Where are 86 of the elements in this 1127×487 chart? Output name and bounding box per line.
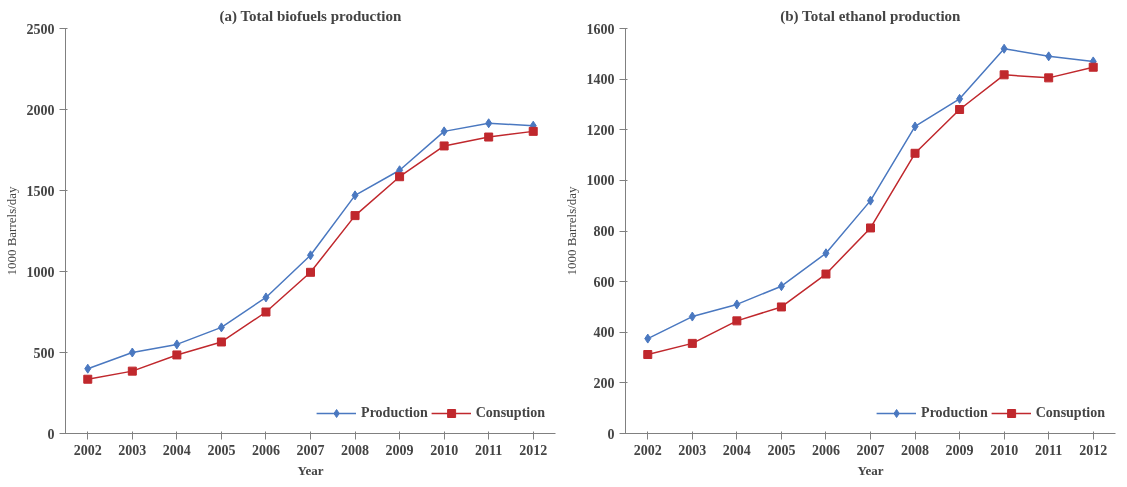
- point: [1045, 51, 1053, 62]
- point: [777, 281, 785, 292]
- point: [866, 223, 875, 233]
- x-tick-label: 2009: [385, 442, 414, 458]
- x-tick-label: 2003: [678, 442, 707, 458]
- point: [262, 292, 270, 303]
- point: [439, 141, 449, 151]
- chart-title: (a) Total biofuels production: [219, 7, 402, 25]
- point: [485, 118, 493, 129]
- y-tick-label: 1000: [586, 173, 615, 189]
- y-tick-label: 1000: [26, 264, 55, 280]
- point: [910, 148, 920, 158]
- x-tick-label: 2007: [296, 442, 325, 458]
- point: [1000, 43, 1008, 54]
- y-tick-label: 1200: [586, 122, 615, 138]
- x-tick-label: 2004: [162, 442, 191, 458]
- x-tick-label: 2003: [118, 442, 147, 458]
- point: [261, 307, 271, 317]
- y-tick-label: 2000: [26, 102, 55, 118]
- point: [351, 190, 359, 201]
- point: [911, 121, 919, 132]
- x-tick-label: 2012: [1079, 442, 1108, 458]
- point: [821, 269, 831, 279]
- point: [733, 299, 741, 310]
- x-tick-label: 2008: [901, 442, 930, 458]
- point: [306, 267, 315, 277]
- point: [1044, 73, 1054, 83]
- point: [732, 316, 742, 326]
- x-tick-label: 2011: [475, 442, 503, 458]
- point: [216, 337, 226, 347]
- legend-label: Consuption: [475, 405, 545, 421]
- point: [217, 322, 225, 333]
- point: [999, 70, 1009, 80]
- point: [84, 363, 92, 374]
- y-axis-title: 1000 Barrels/day: [3, 185, 19, 276]
- point: [956, 93, 964, 104]
- y-tick-label: 1600: [586, 21, 615, 37]
- point: [644, 333, 652, 344]
- x-tick-label: 2004: [722, 442, 751, 458]
- point: [776, 302, 786, 312]
- x-tick-label: 2006: [811, 442, 840, 458]
- x-tick-label: 2011: [1035, 442, 1063, 458]
- y-tick-label: 600: [593, 274, 615, 290]
- y-tick-label: 1400: [586, 72, 615, 88]
- point: [484, 132, 494, 142]
- y-tick-label: 400: [593, 325, 615, 341]
- y-tick-label: 200: [593, 375, 615, 391]
- point: [687, 338, 697, 348]
- point: [528, 126, 538, 136]
- point: [955, 105, 965, 114]
- y-tick-label: 0: [47, 426, 55, 442]
- point: [395, 172, 405, 182]
- x-tick-label: 2002: [633, 442, 662, 458]
- point: [822, 248, 830, 259]
- legend-label: Production: [921, 405, 988, 421]
- x-tick-label: 2005: [767, 442, 796, 458]
- y-tick-label: 800: [593, 224, 615, 239]
- x-axis-title: Year: [857, 462, 884, 478]
- point: [173, 339, 181, 350]
- point: [127, 366, 137, 376]
- chart-title: (b) Total ethanol production: [780, 7, 962, 25]
- x-tick-label: 2005: [207, 442, 236, 458]
- x-tick-label: 2007: [856, 442, 885, 458]
- y-axis-title: 1000 Barrels/day: [563, 185, 579, 276]
- point: [440, 126, 448, 137]
- x-tick-label: 2010: [430, 442, 459, 458]
- x-tick-label: 2009: [945, 442, 974, 458]
- point: [172, 350, 182, 360]
- point: [128, 347, 136, 358]
- point: [83, 374, 93, 384]
- x-tick-label: 2010: [990, 442, 1019, 458]
- y-tick-label: 500: [33, 345, 55, 361]
- y-tick-label: 2500: [26, 21, 55, 37]
- point: [1088, 62, 1098, 72]
- legend-label: Production: [361, 405, 428, 421]
- point: [688, 311, 696, 322]
- x-axis-title: Year: [297, 462, 324, 478]
- y-tick-label: 0: [607, 426, 615, 442]
- x-tick-label: 2002: [73, 442, 102, 458]
- point: [643, 350, 653, 360]
- x-tick-label: 2006: [251, 442, 280, 458]
- legend-label: Consuption: [1035, 405, 1105, 421]
- y-tick-label: 1500: [26, 183, 55, 199]
- x-tick-label: 2008: [341, 442, 370, 458]
- point: [350, 211, 360, 221]
- x-tick-label: 2012: [519, 442, 548, 458]
